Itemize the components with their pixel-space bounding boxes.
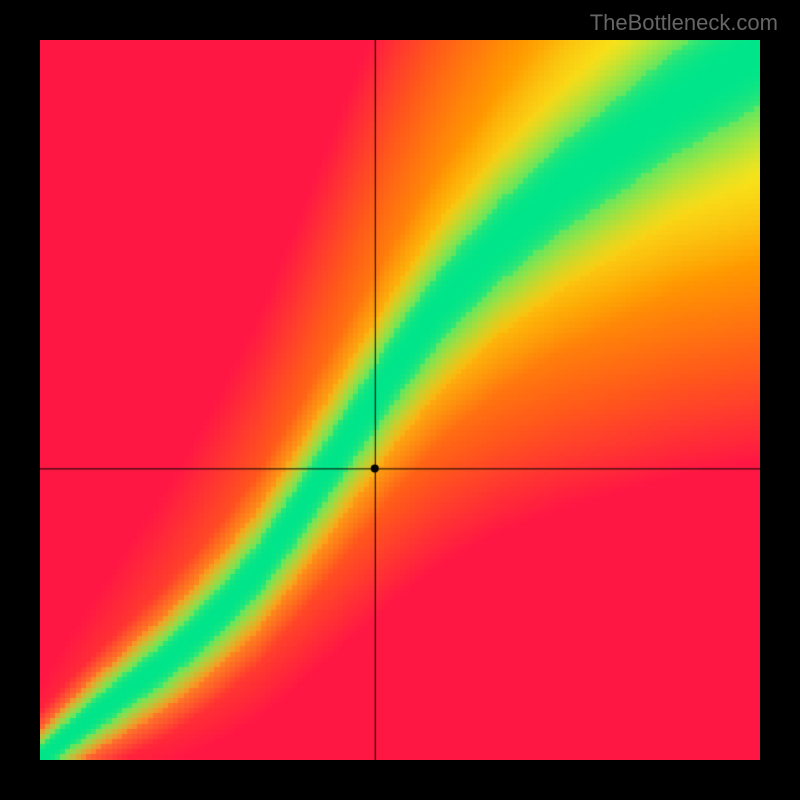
attribution-text: TheBottleneck.com xyxy=(590,10,778,36)
bottleneck-heatmap xyxy=(40,40,760,760)
